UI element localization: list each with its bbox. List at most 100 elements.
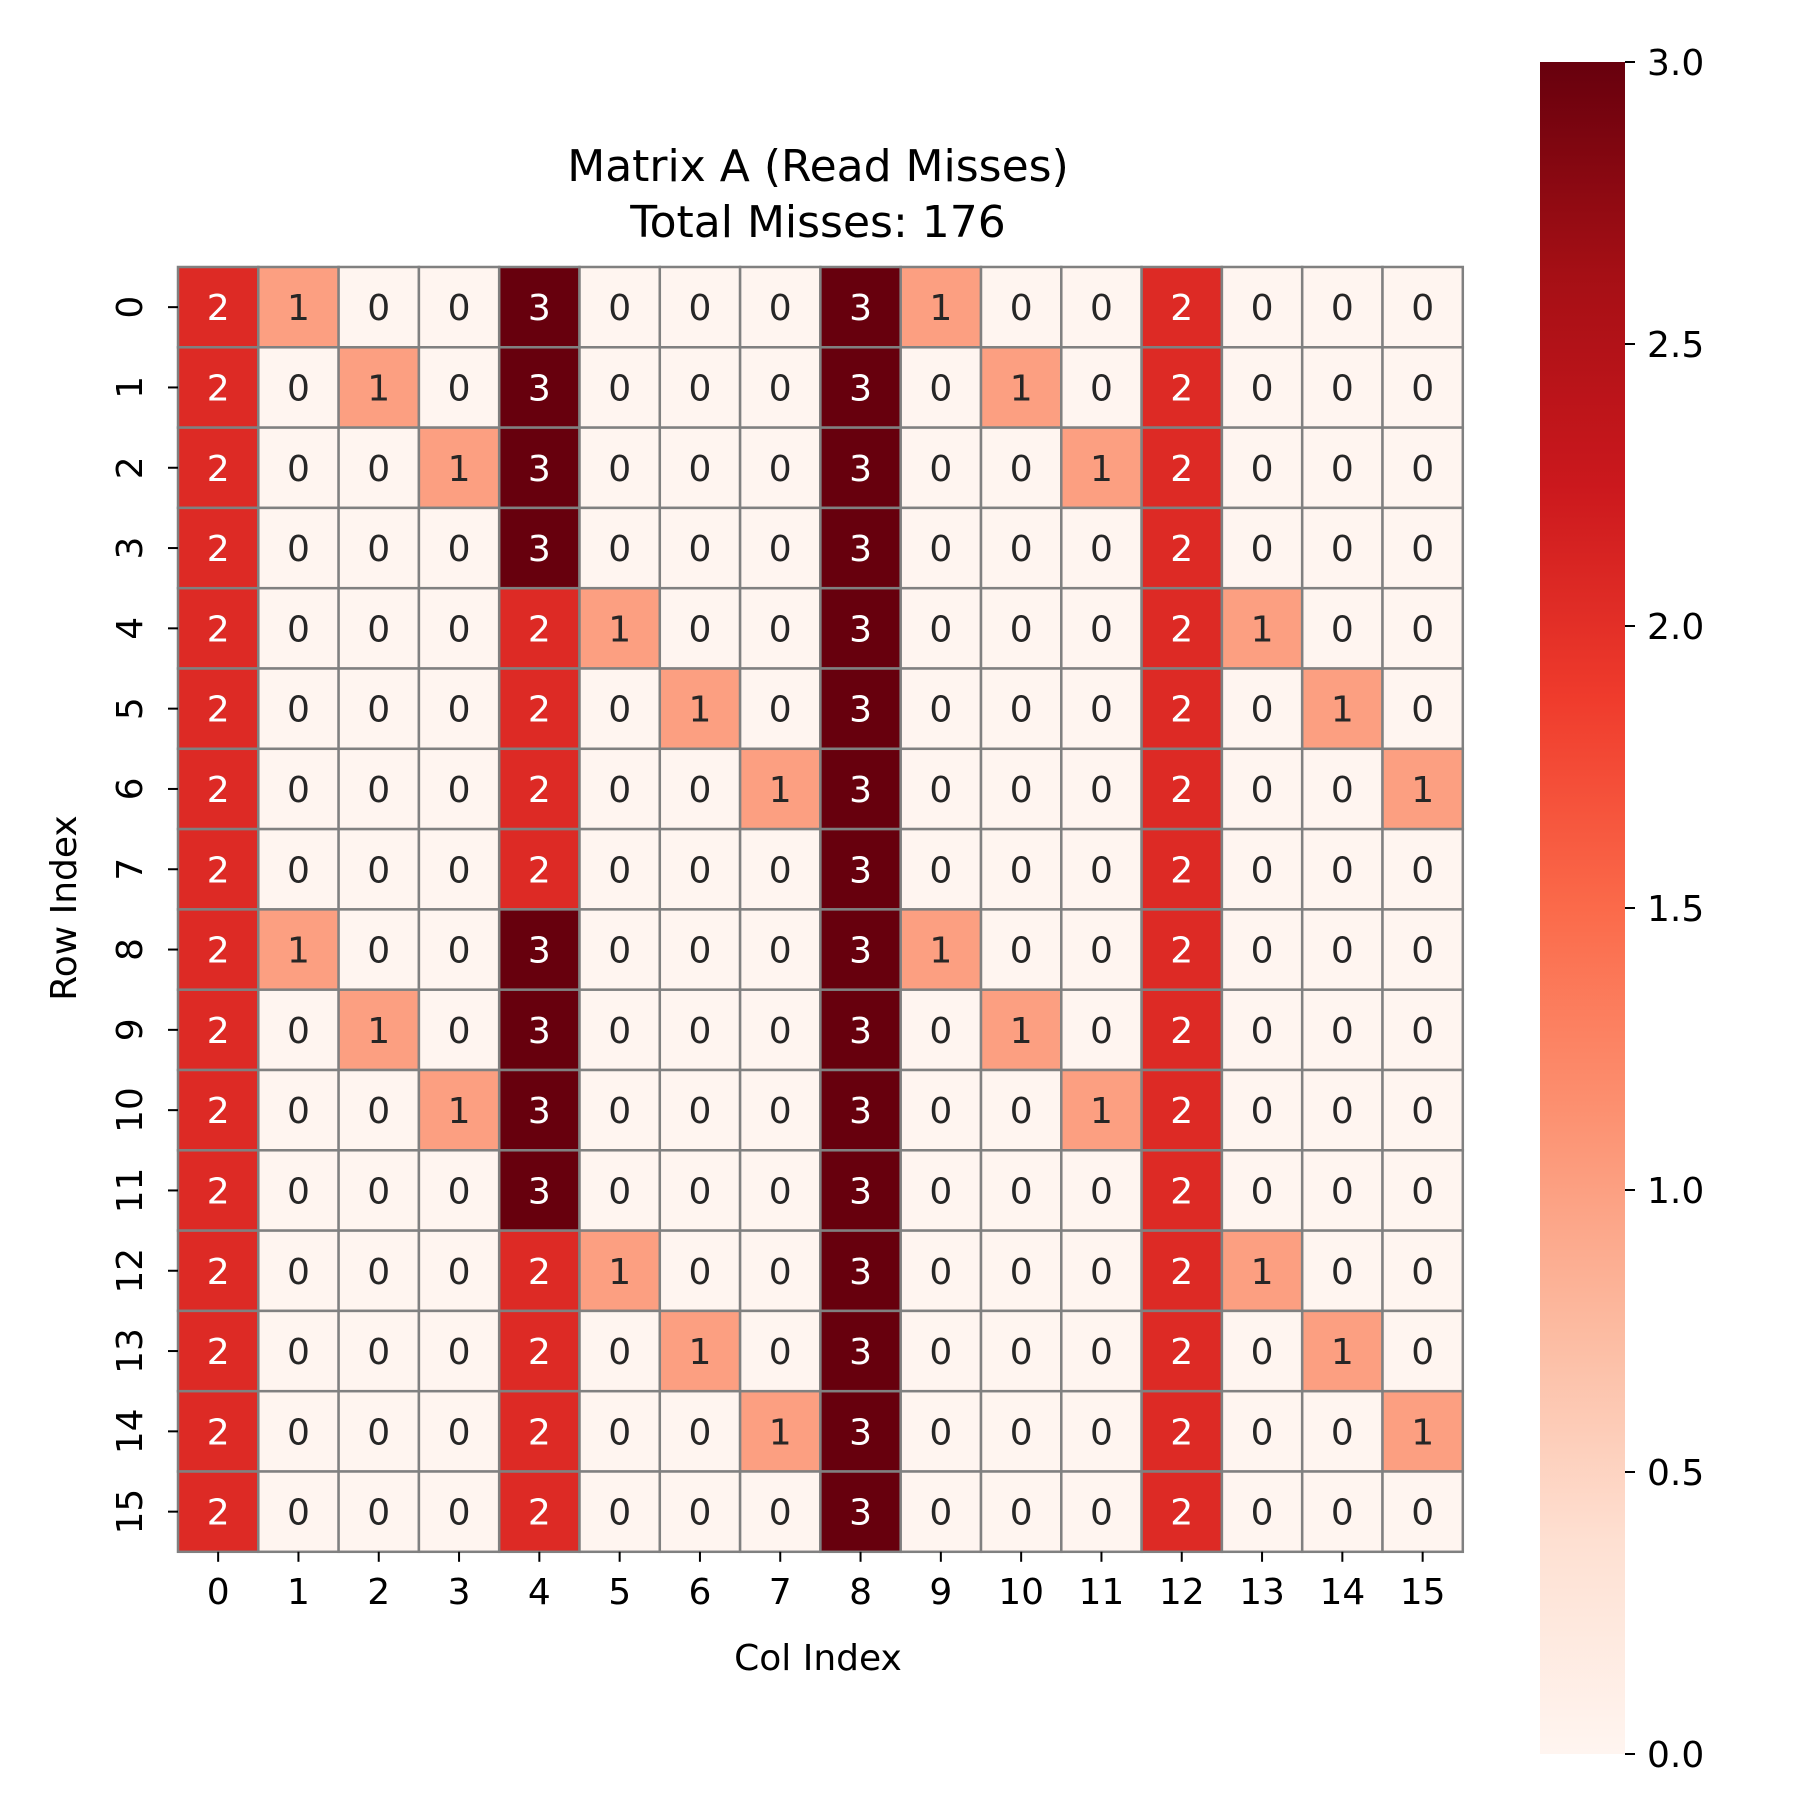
cell-value-label: 0 — [688, 1412, 711, 1453]
heatmap-cell-r7-c14 — [1300, 827, 1384, 911]
cell-value-label: 2 — [1170, 449, 1193, 490]
cell-value-label: 0 — [608, 1332, 631, 1373]
cell-value-label: 0 — [1090, 931, 1113, 972]
cell-value-label: 0 — [769, 368, 792, 409]
heatmap-cell-r7-c2 — [337, 827, 421, 911]
cell-value-label: 0 — [929, 850, 952, 891]
cell-value-label: 3 — [849, 770, 872, 811]
cell-value-label: 0 — [287, 850, 310, 891]
heatmap-cell-r6-c15 — [1381, 747, 1465, 831]
cell-value-label: 1 — [1251, 609, 1274, 650]
heatmap-cell-r3-c0 — [176, 506, 260, 590]
cell-value-label: 0 — [1251, 1412, 1274, 1453]
heatmap-cell-r4-c11 — [1060, 586, 1143, 670]
y-tick-label: 12 — [110, 1248, 151, 1294]
cell-value-label: 0 — [287, 1412, 310, 1453]
cell-value-label: 0 — [448, 1493, 471, 1534]
cell-value-label: 0 — [1251, 1332, 1274, 1373]
heatmap-cell-r4-c8 — [819, 586, 902, 670]
heatmap-cell-r14-c10 — [979, 1389, 1063, 1473]
y-tick-label: 2 — [110, 456, 151, 479]
cell-value-label: 0 — [287, 529, 310, 570]
heatmap-cell-r14-c11 — [1060, 1389, 1143, 1473]
cell-value-label: 0 — [608, 931, 631, 972]
cell-value-label: 0 — [1411, 529, 1434, 570]
heatmap-cell-r11-c12 — [1140, 1149, 1224, 1232]
cell-value-label: 0 — [929, 1011, 952, 1052]
cell-value-label: 1 — [287, 931, 310, 972]
cell-value-label: 2 — [207, 449, 230, 490]
cell-value-label: 0 — [1411, 609, 1434, 650]
cell-value-label: 0 — [448, 850, 471, 891]
cell-value-label: 0 — [1010, 1332, 1033, 1373]
cell-value-label: 1 — [1251, 1252, 1274, 1293]
cell-value-label: 0 — [769, 1493, 792, 1534]
cell-value-label: 0 — [448, 609, 471, 650]
cell-value-label: 0 — [367, 931, 390, 972]
heatmap-cell-r5-c7 — [738, 667, 822, 751]
cell-value-label: 0 — [367, 770, 390, 811]
heatmap-cell-r4-c13 — [1220, 586, 1304, 670]
heatmap-cell-r13-c9 — [899, 1309, 983, 1393]
heatmap-cell-r3-c10 — [979, 506, 1063, 590]
cell-value-label: 0 — [1010, 1412, 1033, 1453]
cell-value-label: 0 — [1411, 1011, 1434, 1052]
cell-value-label: 1 — [287, 288, 310, 329]
cell-value-label: 0 — [688, 368, 711, 409]
cell-value-label: 0 — [287, 609, 310, 650]
heatmap-cell-r5-c6 — [658, 667, 742, 751]
cell-value-label: 0 — [1090, 368, 1113, 409]
colorbar-tick-label: 0.5 — [1647, 1453, 1704, 1494]
heatmap-cell-r9-c11 — [1060, 988, 1143, 1072]
cell-value-label: 0 — [769, 850, 792, 891]
heatmap-cell-r15-c6 — [658, 1470, 742, 1554]
heatmap-cell-r7-c13 — [1220, 827, 1304, 911]
heatmap-cell-r4-c9 — [899, 586, 983, 670]
cell-value-label: 0 — [1090, 690, 1113, 731]
cell-value-label: 0 — [608, 368, 631, 409]
heatmap-cell-r13-c12 — [1140, 1309, 1224, 1393]
heatmap-cell-r5-c10 — [979, 667, 1063, 751]
cell-value-label: 0 — [1251, 1091, 1274, 1132]
cell-value-label: 0 — [1251, 850, 1274, 891]
cell-value-label: 0 — [1331, 850, 1354, 891]
heatmap-cell-r12-c9 — [899, 1229, 983, 1313]
heatmap-cell-r2-c4 — [497, 426, 581, 510]
cell-value-label: 0 — [688, 850, 711, 891]
heatmap-cell-r12-c4 — [497, 1229, 581, 1313]
heatmap-cell-r10-c1 — [257, 1068, 340, 1152]
heatmap-cell-r6-c8 — [819, 747, 902, 831]
cell-value-label: 0 — [1251, 449, 1274, 490]
cell-value-label: 0 — [769, 529, 792, 570]
cell-value-label: 3 — [849, 609, 872, 650]
heatmap-cell-r9-c15 — [1381, 988, 1465, 1072]
cell-value-label: 2 — [1170, 770, 1193, 811]
cell-value-label: 0 — [1090, 770, 1113, 811]
cell-value-label: 1 — [688, 690, 711, 731]
heatmap-cell-r14-c7 — [738, 1389, 822, 1473]
colorbar-tick-label: 2.5 — [1647, 325, 1704, 366]
x-tick-label: 9 — [929, 1572, 952, 1613]
heatmap-cell-r9-c3 — [417, 988, 501, 1072]
cell-value-label: 0 — [1251, 931, 1274, 972]
x-tick-label: 12 — [1159, 1572, 1205, 1613]
heatmap-cell-r8-c10 — [979, 908, 1063, 991]
cell-value-label: 0 — [1411, 1091, 1434, 1132]
cell-value-label: 0 — [1010, 1171, 1033, 1212]
y-tick-label: 1 — [110, 376, 151, 399]
cell-value-label: 0 — [367, 1252, 390, 1293]
heatmap-cell-r9-c2 — [337, 988, 421, 1072]
heatmap-cell-r8-c3 — [417, 908, 501, 991]
x-tick-label: 10 — [998, 1572, 1044, 1613]
cell-value-label: 0 — [1411, 1493, 1434, 1534]
heatmap-cell-r2-c3 — [417, 426, 501, 510]
cell-value-label: 0 — [287, 770, 310, 811]
heatmap-cell-r6-c6 — [658, 747, 742, 831]
heatmap-cell-r13-c8 — [819, 1309, 902, 1393]
cell-value-label: 0 — [1251, 1011, 1274, 1052]
cell-value-label: 0 — [1090, 1332, 1113, 1373]
cell-value-label: 2 — [207, 1493, 230, 1534]
cell-value-label: 1 — [929, 288, 952, 329]
x-tick-label: 4 — [528, 1572, 551, 1613]
heatmap-cell-r6-c1 — [257, 747, 340, 831]
